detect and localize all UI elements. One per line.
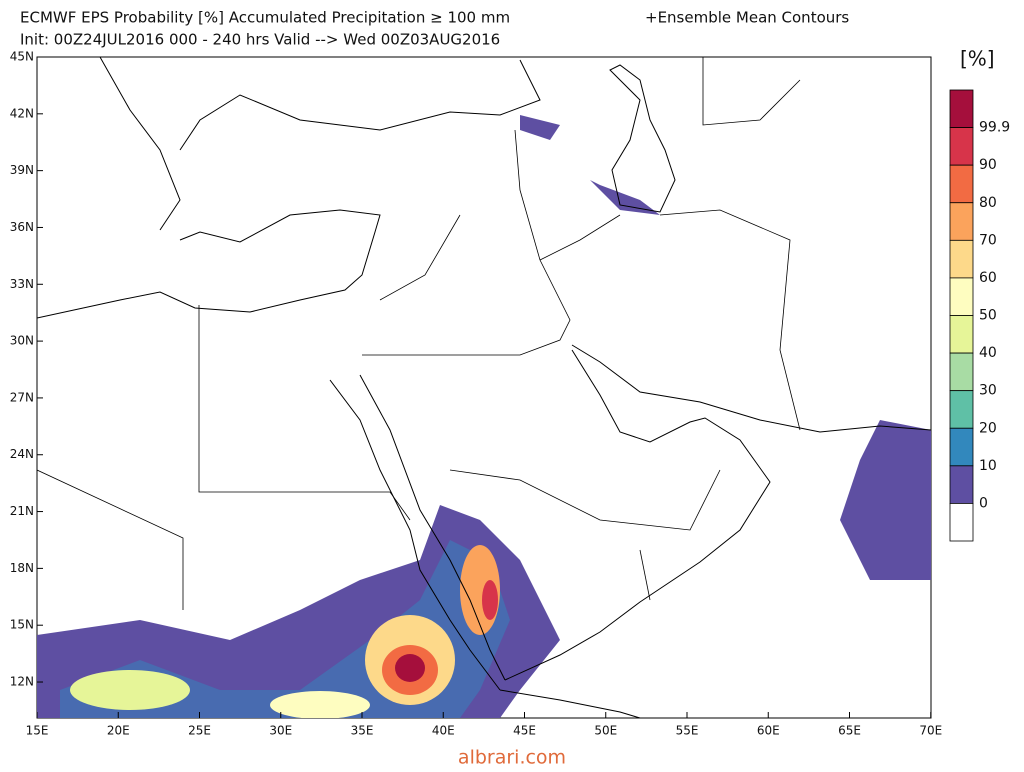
- colorbar-label: 40: [979, 345, 997, 361]
- lat-label: 30N: [10, 334, 34, 348]
- colorbar-box: [949, 239, 974, 279]
- colorbar-label: 90: [979, 157, 997, 173]
- colorbar-label: 60: [979, 270, 997, 286]
- colorbar-box: [949, 127, 974, 166]
- colorbar-box: [949, 89, 974, 128]
- lat-label: 33N: [10, 277, 34, 291]
- lon-label: 40E: [432, 724, 455, 738]
- map: [36, 56, 932, 719]
- lat-label: 45N: [10, 50, 34, 64]
- colorbar: 99.9 90 80 70 60 50 40 30 20 10 0: [949, 89, 1010, 542]
- coastlines: [37, 57, 931, 718]
- colorbar-label: 30: [979, 383, 997, 399]
- lat-label: 12N: [10, 675, 34, 689]
- colorbar-box: [949, 427, 974, 467]
- colorbar-label: 20: [979, 420, 997, 436]
- colorbar-box: [949, 503, 974, 542]
- lat-label: 24N: [10, 447, 34, 461]
- colorbar-box: [949, 465, 974, 504]
- lon-label: 35E: [351, 724, 374, 738]
- lon-label: 30E: [269, 724, 292, 738]
- lat-label: 39N: [10, 163, 34, 177]
- lat-label: 15N: [10, 618, 34, 632]
- colorbar-box: [949, 277, 974, 316]
- lat-label: 27N: [10, 390, 34, 404]
- lat-label: 42N: [10, 106, 34, 120]
- colorbar-box: [949, 352, 974, 392]
- colorbar-box: [949, 164, 974, 204]
- colorbar-label: 80: [979, 195, 997, 211]
- subtitle: Init: 00Z24JUL2016 000 - 240 hrs Valid -…: [20, 31, 500, 49]
- lon-label: 20E: [107, 724, 130, 738]
- lon-label: 60E: [757, 724, 780, 738]
- title-extra: +Ensemble Mean Contours: [645, 9, 849, 27]
- lon-label: 25E: [188, 724, 211, 738]
- lon-label: 55E: [676, 724, 699, 738]
- lat-label: 21N: [10, 504, 34, 518]
- lat-label: 36N: [10, 220, 34, 234]
- colorbar-label: 0: [979, 495, 988, 511]
- lon-label: 50E: [594, 724, 617, 738]
- colorbar-unit: [%]: [960, 47, 995, 71]
- colorbar-label: 10: [979, 458, 997, 474]
- lon-label: 45E: [513, 724, 536, 738]
- watermark: albrari.com: [458, 747, 566, 769]
- precip: [37, 115, 931, 718]
- lon-label: 70E: [919, 724, 942, 738]
- colorbar-label: 70: [979, 232, 997, 248]
- lat-label: 18N: [10, 561, 34, 575]
- lon-label: 15E: [26, 724, 49, 738]
- colorbar-box: [949, 202, 974, 241]
- title: ECMWF EPS Probability [%] Accumulated Pr…: [20, 9, 510, 27]
- borders: [37, 57, 801, 610]
- colorbar-box: [949, 390, 974, 429]
- axes: 45N 42N 39N 36N 33N 30N 27N 24N 21N 18N 15N 12N 15E 2…: [10, 50, 942, 738]
- colorbar-label: 99.9: [979, 120, 1010, 136]
- lon-label: 65E: [838, 724, 861, 738]
- colorbar-box: [949, 315, 974, 354]
- colorbar-label: 50: [979, 308, 997, 324]
